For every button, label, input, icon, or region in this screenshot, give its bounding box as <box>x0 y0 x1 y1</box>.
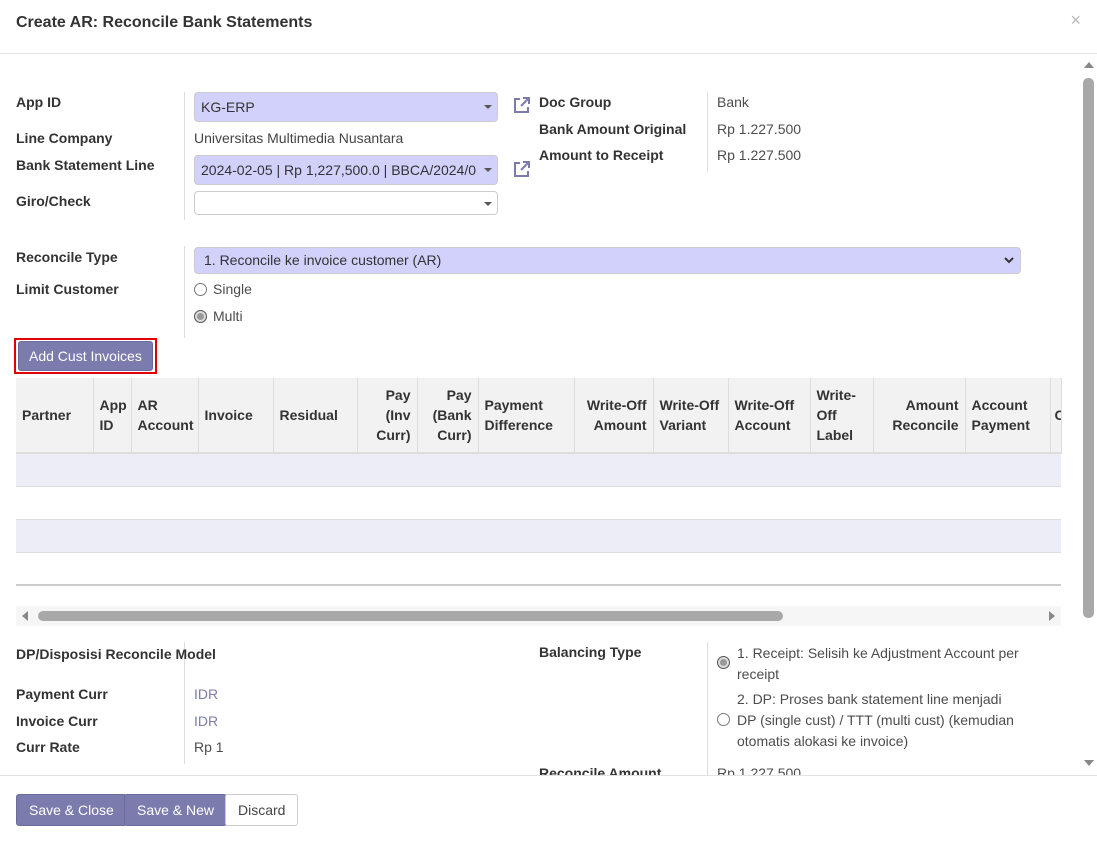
radio-balancing-dp[interactable] <box>717 713 730 726</box>
bank-statement-line-label: Bank Statement Line <box>16 157 155 173</box>
reconcile-amount-value: Rp 1.227.500 <box>717 765 802 775</box>
col-partial[interactable]: C <box>1050 378 1062 454</box>
bank-statement-line-select[interactable]: 2024-02-05 | Rp 1,227,500.0 | BBCA/2024/… <box>194 155 498 185</box>
reconcile-type-label: Reconcile Type <box>16 249 118 265</box>
save-close-button[interactable]: Save & Close <box>16 794 127 826</box>
bank-amount-original-value: Rp 1.227.500 <box>717 121 802 137</box>
dialog-header: Create AR: Reconcile Bank Statements × <box>0 0 1097 54</box>
scroll-right-icon[interactable] <box>1049 611 1055 621</box>
col-invoice[interactable]: Invoice <box>198 378 274 454</box>
doc-group-value: Bank <box>717 94 749 110</box>
col-account-payment[interactable]: Account Payment <box>965 378 1051 454</box>
col-partner[interactable]: Partner <box>16 378 94 454</box>
single-label: Single <box>213 281 252 297</box>
radio-single[interactable] <box>194 283 207 296</box>
radio-multi[interactable] <box>194 310 207 323</box>
dp-model-label: DP/Disposisi Reconcile Model <box>16 646 216 662</box>
limit-customer-single[interactable]: Single <box>194 281 252 297</box>
line-company-label: Line Company <box>16 130 113 146</box>
giro-check-label: Giro/Check <box>16 193 91 209</box>
external-link-icon[interactable] <box>512 95 532 115</box>
add-cust-invoices-button[interactable]: Add Cust Invoices <box>18 341 153 371</box>
highlight-box <box>14 338 157 374</box>
radio-balancing-receipt[interactable] <box>717 656 730 669</box>
reconcile-type-select[interactable]: 1. Reconcile ke invoice customer (AR) <box>194 247 1021 274</box>
payment-curr-label: Payment Curr <box>16 686 108 702</box>
bank-amount-original-label: Bank Amount Original <box>539 121 687 137</box>
limit-customer-label: Limit Customer <box>16 281 119 297</box>
invoice-curr-value[interactable]: IDR <box>194 713 219 729</box>
multi-label: Multi <box>213 308 243 324</box>
scroll-down-icon[interactable] <box>1084 760 1094 766</box>
table-row <box>16 552 1061 586</box>
amount-to-receipt-value: Rp 1.227.500 <box>717 147 802 163</box>
dialog-title: Create AR: Reconcile Bank Statements <box>16 14 313 31</box>
horizontal-scrollbar[interactable] <box>16 606 1061 626</box>
app-id-value: KG-ERP <box>201 99 255 115</box>
col-amount-reconcile[interactable]: Amount Reconcile <box>873 378 966 454</box>
scroll-up-icon[interactable] <box>1084 62 1094 68</box>
col-residual[interactable]: Residual <box>273 378 358 454</box>
reconcile-type-value: 1. Reconcile ke invoice customer (AR) <box>204 252 442 268</box>
table-row <box>16 486 1061 520</box>
col-app-id[interactable]: App ID <box>93 378 132 454</box>
col-ar-account[interactable]: AR Account <box>131 378 199 454</box>
table-row <box>16 519 1061 553</box>
scroll-left-icon[interactable] <box>22 611 28 621</box>
limit-customer-multi[interactable]: Multi <box>194 308 243 324</box>
external-link-icon[interactable] <box>512 159 532 179</box>
app-id-label: App ID <box>16 94 62 110</box>
amount-to-receipt-label: Amount to Receipt <box>539 147 664 163</box>
invoice-curr-label: Invoice Curr <box>16 713 98 729</box>
balancing-type-label: Balancing Type <box>539 644 642 660</box>
save-new-button[interactable]: Save & New <box>124 794 228 826</box>
col-write-off-variant[interactable]: Write-Off Variant <box>653 378 729 454</box>
dialog-body: App ID KG-ERP Line Company Universitas M… <box>0 54 1097 775</box>
balancing-receipt-label: 1. Receipt: Selisih ke Adjustment Accoun… <box>737 645 1019 682</box>
col-pay-bank-curr[interactable]: Pay (Bank Curr) <box>417 378 479 454</box>
app-id-select[interactable]: KG-ERP <box>194 92 498 122</box>
horizontal-scroll-thumb[interactable] <box>38 611 783 621</box>
col-write-off-amount[interactable]: Write-Off Amount <box>574 378 654 454</box>
giro-check-select[interactable] <box>194 191 498 215</box>
doc-group-label: Doc Group <box>539 94 612 110</box>
discard-button[interactable]: Discard <box>225 794 299 826</box>
payment-curr-value[interactable]: IDR <box>194 686 219 702</box>
reconcile-amount-label: Reconcile Amount <box>539 765 662 775</box>
vertical-scrollbar[interactable] <box>1081 58 1097 774</box>
invoice-table: Partner App ID AR Account Invoice Residu… <box>16 378 1062 586</box>
balancing-dp-label: 2. DP: Proses bank statement line menjad… <box>737 691 1014 749</box>
dialog-footer: Save & Close Save & New Discard <box>0 775 1097 841</box>
close-icon[interactable]: × <box>1070 10 1081 30</box>
curr-rate-label: Curr Rate <box>16 739 80 755</box>
col-write-off-label[interactable]: Write-Off Label <box>810 378 874 454</box>
chevron-down-icon <box>1004 257 1014 264</box>
col-write-off-account[interactable]: Write-Off Account <box>728 378 811 454</box>
line-company-value: Universitas Multimedia Nusantara <box>194 130 404 146</box>
col-payment-difference[interactable]: Payment Difference <box>478 378 575 454</box>
vertical-scroll-thumb[interactable] <box>1083 78 1094 618</box>
bank-statement-line-value: 2024-02-05 | Rp 1,227,500.0 | BBCA/2024/… <box>201 162 477 178</box>
col-pay-inv-curr[interactable]: Pay (Inv Curr) <box>357 378 418 454</box>
curr-rate-value: Rp 1 <box>194 739 224 755</box>
table-row <box>16 453 1061 487</box>
